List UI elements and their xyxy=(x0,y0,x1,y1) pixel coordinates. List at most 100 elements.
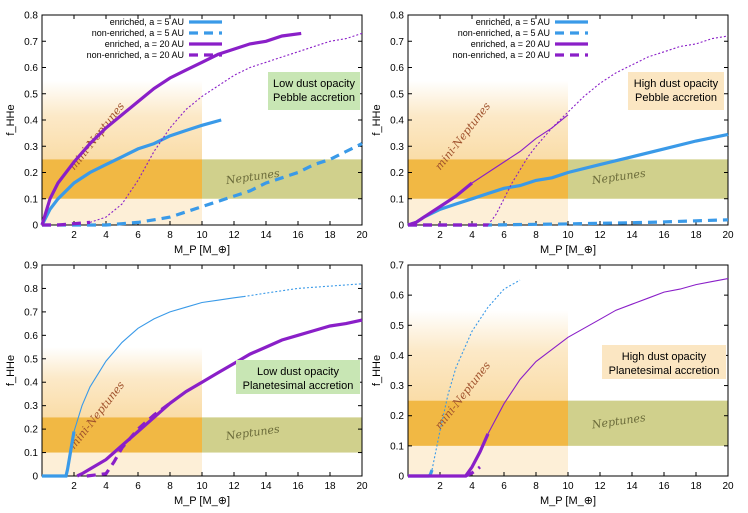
x-tick-label: 12 xyxy=(228,230,240,241)
chart-panel-top-right: mini-NeptunesNeptunes00.10.20.30.40.50.6… xyxy=(371,11,734,257)
y-tick-label: 0 xyxy=(32,472,38,483)
x-tick-label: 6 xyxy=(501,481,507,492)
y-axis-label: f_HHe xyxy=(371,104,383,135)
y-tick-label: 0.3 xyxy=(390,381,404,392)
x-tick-label: 12 xyxy=(594,481,606,492)
y-tick-label: 0.6 xyxy=(390,63,404,74)
y-tick-label: 0.3 xyxy=(390,142,404,153)
series-line-segment-3 xyxy=(487,278,729,435)
y-tick-label: 0.4 xyxy=(390,116,404,127)
x-tick-label: 12 xyxy=(594,230,606,241)
x-axis-label: M_P [M_⊕] xyxy=(174,244,230,256)
x-tick-label: 16 xyxy=(658,481,670,492)
x-tick-label: 16 xyxy=(292,230,304,241)
legend-label: non-enriched, a = 5 AU xyxy=(458,28,550,38)
y-tick-label: 0.6 xyxy=(24,331,38,342)
mini-neptune-lower-glow xyxy=(408,445,568,476)
annotation-text: Pebble accretion xyxy=(273,92,355,104)
y-tick-label: 0.4 xyxy=(24,116,38,127)
annotation-box xyxy=(602,345,726,379)
legend-label: enriched, a = 20 AU xyxy=(105,39,184,49)
y-tick-label: 0.7 xyxy=(390,261,404,272)
annotation-box xyxy=(268,72,360,110)
mini-neptune-region xyxy=(42,159,202,199)
mini-neptune-glow xyxy=(42,80,202,160)
y-tick-label: 0.6 xyxy=(390,291,404,302)
x-axis-label: M_P [M_⊕] xyxy=(174,495,230,507)
x-tick-label: 8 xyxy=(533,481,539,492)
y-tick-label: 0.3 xyxy=(24,142,38,153)
annotation-text: Pebble accretion xyxy=(635,92,717,104)
series-line-segment-1 xyxy=(73,296,244,432)
x-tick-label: 14 xyxy=(626,481,638,492)
x-tick-label: 4 xyxy=(103,481,109,492)
x-tick-label: 2 xyxy=(437,230,443,241)
chart-panel-top-left: mini-NeptunesNeptunes00.10.20.30.40.50.6… xyxy=(5,11,368,257)
neptune-region xyxy=(568,400,728,446)
y-tick-label: 0.1 xyxy=(390,194,404,205)
series-line-non-enriched-a-5-au xyxy=(243,283,363,298)
x-axis-label: M_P [M_⊕] xyxy=(540,244,596,256)
y-axis-label: f_HHe xyxy=(5,355,17,386)
x-tick-label: 20 xyxy=(356,230,368,241)
x-tick-label: 18 xyxy=(324,481,336,492)
y-tick-label: 0.8 xyxy=(390,11,404,22)
series-line-enriched-a-5-au xyxy=(42,431,76,478)
x-tick-label: 18 xyxy=(690,230,702,241)
y-tick-label: 0.5 xyxy=(24,354,38,365)
y-tick-label: 0.8 xyxy=(24,284,38,295)
x-tick-label: 10 xyxy=(562,481,574,492)
legend-label: enriched, a = 20 AU xyxy=(471,39,550,49)
mini-neptune-lower-glow xyxy=(42,198,202,225)
annotation-text: High dust opacity xyxy=(634,78,719,90)
series-line-non-enriched-a-5-au xyxy=(431,279,521,471)
x-tick-label: 8 xyxy=(167,481,173,492)
y-tick-label: 0 xyxy=(398,472,404,483)
x-tick-label: 18 xyxy=(690,481,702,492)
y-axis-label: f_HHe xyxy=(371,355,383,386)
series-line-non-enriched-a-20-au xyxy=(42,220,91,227)
y-tick-label: 0.1 xyxy=(24,448,38,459)
series-line-non-enriched-a-5-au xyxy=(42,142,363,227)
mini-neptune-glow xyxy=(42,347,202,418)
series-line-enriched-a-20-au xyxy=(40,31,302,226)
x-tick-label: 14 xyxy=(626,230,638,241)
x-tick-label: 6 xyxy=(135,481,141,492)
x-tick-label: 20 xyxy=(722,230,734,241)
annotation-text: Low dust opacity xyxy=(257,366,339,378)
y-tick-label: 0.2 xyxy=(24,425,38,436)
legend-label: enriched, a = 5 AU xyxy=(476,17,550,27)
series-line-segment-4 xyxy=(89,32,363,223)
y-tick-label: 0.1 xyxy=(390,441,404,452)
mini-neptune-glow xyxy=(408,310,568,401)
y-tick-label: 0.8 xyxy=(24,11,38,22)
annotation-text: Low dust opacity xyxy=(273,78,355,90)
series-line-enriched-a-20-au xyxy=(407,181,474,227)
x-tick-label: 10 xyxy=(196,481,208,492)
x-tick-label: 16 xyxy=(292,481,304,492)
x-tick-label: 8 xyxy=(167,230,173,241)
y-tick-label: 0.9 xyxy=(24,261,38,272)
y-tick-label: 0.2 xyxy=(390,411,404,422)
series-line-non-enriched-a-20-au xyxy=(464,465,481,478)
y-tick-label: 0.2 xyxy=(390,168,404,179)
x-tick-label: 4 xyxy=(469,230,475,241)
x-tick-label: 8 xyxy=(533,230,539,241)
legend-label: enriched, a = 5 AU xyxy=(110,17,184,27)
x-tick-label: 4 xyxy=(103,230,109,241)
x-tick-label: 10 xyxy=(562,230,574,241)
x-tick-label: 2 xyxy=(71,230,77,241)
y-tick-label: 0.5 xyxy=(24,89,38,100)
series-line-enriched-a-5-au xyxy=(40,118,222,226)
y-tick-label: 0.3 xyxy=(24,401,38,412)
annotation-text: Planetesimal accretion xyxy=(609,365,720,377)
annotation-text: Planetesimal accretion xyxy=(243,380,354,392)
x-tick-label: 20 xyxy=(356,481,368,492)
y-tick-label: 0.4 xyxy=(390,351,404,362)
x-tick-label: 4 xyxy=(469,481,475,492)
mini-neptune-lower-glow xyxy=(42,452,202,476)
x-tick-label: 14 xyxy=(260,230,272,241)
annotation-text: High dust opacity xyxy=(622,351,707,363)
series-line-enriched-a-20-au xyxy=(408,433,490,478)
